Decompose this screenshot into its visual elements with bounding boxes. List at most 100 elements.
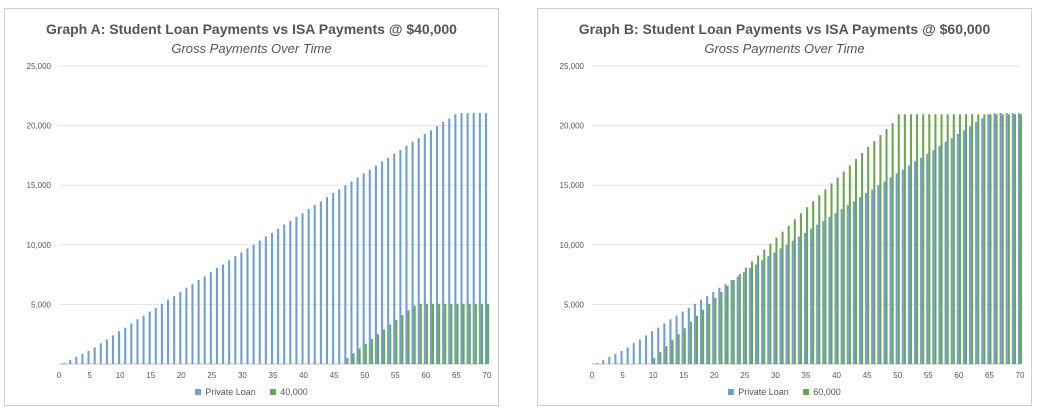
x-tick-label: 65 bbox=[985, 371, 994, 380]
bar-series2 bbox=[480, 303, 483, 364]
legend-item-series2: 60,000 bbox=[803, 387, 841, 397]
legend-item-series1: Private Loan bbox=[728, 387, 789, 397]
bar-series1 bbox=[307, 209, 310, 364]
bar-series2 bbox=[1013, 114, 1016, 364]
bar-series2 bbox=[671, 340, 674, 364]
bar-series1 bbox=[344, 185, 347, 364]
bar-series2 bbox=[818, 195, 821, 364]
bar-series1 bbox=[846, 204, 849, 364]
bar-series2 bbox=[689, 321, 692, 364]
bar-series1 bbox=[466, 113, 469, 364]
bar-series2 bbox=[407, 310, 410, 364]
legend-label-series1: Private Loan bbox=[205, 387, 256, 397]
bar-series2 bbox=[836, 177, 839, 364]
bar-series2 bbox=[413, 305, 416, 364]
x-tick-label: 55 bbox=[924, 371, 933, 380]
y-tick-label: 25,000 bbox=[560, 62, 585, 71]
bar-series1 bbox=[852, 201, 855, 364]
bar-series1 bbox=[779, 248, 782, 364]
x-tick-label: 60 bbox=[421, 371, 430, 380]
bar-series2 bbox=[757, 255, 760, 364]
bar-series1 bbox=[865, 192, 868, 364]
bar-series2 bbox=[425, 303, 428, 364]
bar-series2 bbox=[1007, 114, 1010, 364]
bar-series1 bbox=[1017, 113, 1020, 364]
bar-series1 bbox=[767, 256, 770, 364]
bar-series1 bbox=[69, 359, 72, 364]
bar-series1 bbox=[270, 232, 273, 364]
legend-label-series1: Private Loan bbox=[738, 387, 789, 397]
bar-series1 bbox=[325, 197, 329, 364]
bar-series1 bbox=[264, 236, 267, 364]
bar-series2 bbox=[781, 231, 784, 364]
bar-series2 bbox=[352, 353, 355, 364]
bar-series1 bbox=[907, 165, 910, 364]
bar-series1 bbox=[362, 173, 365, 364]
bar-series1 bbox=[791, 240, 794, 364]
x-tick-label: 40 bbox=[832, 371, 841, 380]
bar-series1 bbox=[332, 192, 335, 364]
bar-series1 bbox=[877, 185, 880, 364]
bar-series1 bbox=[93, 347, 96, 364]
x-tick-label: 65 bbox=[452, 371, 461, 380]
bar-series2 bbox=[903, 114, 906, 364]
bar-series1 bbox=[191, 284, 194, 364]
bar-series1 bbox=[111, 335, 115, 364]
bar-series2 bbox=[946, 114, 949, 364]
bar-series2 bbox=[909, 114, 913, 364]
bar-series1 bbox=[429, 130, 432, 364]
bar-series1 bbox=[889, 177, 892, 364]
bar-series2 bbox=[842, 171, 845, 364]
bar-series2 bbox=[873, 141, 876, 364]
bar-series1 bbox=[301, 213, 304, 364]
bar-series1 bbox=[926, 153, 929, 364]
bar-series1 bbox=[614, 353, 617, 364]
bar-series1 bbox=[810, 228, 813, 364]
bar-series2 bbox=[971, 114, 974, 364]
bar-series1 bbox=[423, 133, 426, 364]
y-tick-label: 20,000 bbox=[560, 122, 585, 131]
bar-series1 bbox=[173, 296, 176, 364]
bar-series2 bbox=[468, 303, 471, 364]
bar-series2 bbox=[977, 114, 980, 364]
bar-series2 bbox=[964, 114, 968, 364]
bar-series2 bbox=[665, 346, 668, 364]
bar-series1 bbox=[663, 323, 666, 364]
bar-series1 bbox=[393, 153, 396, 364]
bar-series2 bbox=[848, 165, 851, 364]
bar-series1 bbox=[773, 252, 776, 364]
y-tick-label: 10,000 bbox=[560, 241, 585, 250]
bar-series1 bbox=[319, 201, 322, 364]
bar-series1 bbox=[742, 272, 745, 364]
bar-series2 bbox=[799, 213, 802, 364]
x-tick-label: 20 bbox=[710, 371, 719, 380]
bar-series1 bbox=[816, 224, 819, 364]
bar-series1 bbox=[277, 228, 280, 364]
legend-item-series1: Private Loan bbox=[195, 387, 256, 397]
bar-series1 bbox=[920, 157, 923, 364]
bar-series1 bbox=[681, 311, 684, 364]
bar-series2 bbox=[934, 114, 937, 364]
legend-label-series2: 40,000 bbox=[280, 387, 308, 397]
bar-series1 bbox=[405, 145, 408, 364]
bar-series2 bbox=[695, 315, 699, 364]
bar-series1 bbox=[99, 343, 102, 364]
chart-subtitle: Gross Payments Over Time bbox=[704, 41, 865, 56]
bar-series2 bbox=[1001, 114, 1004, 364]
bar-series1 bbox=[632, 343, 635, 364]
bar-series2 bbox=[928, 114, 931, 364]
bar-series1 bbox=[693, 303, 696, 364]
bar-series1 bbox=[969, 126, 972, 364]
bar-series2 bbox=[891, 123, 894, 364]
legend-swatch-series1 bbox=[195, 389, 202, 395]
bar-series1 bbox=[258, 240, 261, 364]
bar-series1 bbox=[840, 209, 843, 364]
x-tick-label: 40 bbox=[299, 371, 308, 380]
chart-plot-area: 25,000 20,000 15,000 10,000 5,000 0 5 10 15 20 25 3… bbox=[27, 62, 492, 380]
bar-series1 bbox=[834, 213, 837, 364]
bar-series1 bbox=[932, 150, 935, 364]
bar-series1 bbox=[142, 315, 145, 364]
bar-series2 bbox=[346, 358, 349, 364]
bar-series1 bbox=[938, 145, 941, 364]
bar-series2 bbox=[708, 303, 711, 364]
